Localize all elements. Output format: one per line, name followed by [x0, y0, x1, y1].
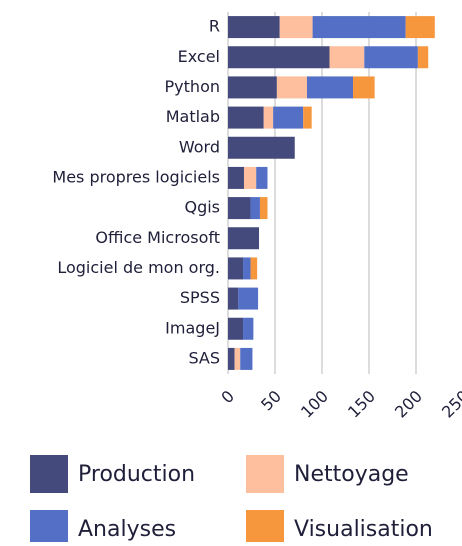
legend-swatch [246, 455, 284, 493]
bar-segment [228, 347, 235, 370]
x-tick-label: 50 [257, 387, 285, 415]
x-tick-label: 100 [297, 387, 332, 422]
bar-segment [234, 347, 241, 370]
bar-segment [279, 16, 313, 39]
bar-segment [405, 16, 435, 39]
bar-segment [256, 166, 268, 189]
bar-segment [329, 46, 365, 69]
x-tick-label: 0 [217, 387, 238, 408]
bar-segment [228, 166, 244, 189]
x-tick-label: 200 [391, 387, 426, 422]
bar-segment [303, 106, 312, 129]
bar-segment [228, 76, 277, 99]
bar-segment [243, 317, 254, 340]
bar-segment [250, 197, 260, 220]
legend-label: Visualisation [294, 517, 433, 542]
bar-segment [238, 287, 259, 310]
bar-segment [228, 46, 330, 69]
bar-segment [263, 106, 274, 129]
bar-segment [228, 227, 260, 250]
legend-label: Analyses [78, 517, 176, 542]
y-tick-label: SAS [188, 348, 220, 367]
bar-segment [417, 46, 429, 69]
bar-segment [228, 287, 239, 310]
bar-segment [306, 76, 354, 99]
bar-segment [228, 257, 244, 280]
bar-segment [240, 347, 253, 370]
y-tick-label: Python [165, 77, 220, 96]
legend-label: Production [78, 462, 195, 487]
bar-segment [228, 317, 244, 340]
bar-segment [259, 197, 268, 220]
bar-segment [228, 16, 280, 39]
bar-segment [353, 76, 375, 99]
y-tick-label: Excel [178, 47, 220, 66]
legend-swatch [30, 455, 68, 493]
y-tick-label: Office Microsoft [95, 228, 220, 247]
bar-segment [243, 166, 257, 189]
legend-label: Nettoyage [294, 462, 409, 487]
x-tick-label: 250 [438, 387, 462, 422]
bar-segment [364, 46, 418, 69]
y-tick-label: Qgis [184, 198, 220, 217]
y-tick-label: ImageJ [165, 318, 220, 337]
bar-segment [273, 106, 304, 129]
y-tick-label: Logiciel de mon org. [57, 258, 220, 277]
bar-segment [243, 257, 251, 280]
y-tick-label: Mes propres logiciels [52, 167, 220, 186]
bar-segment [228, 197, 251, 220]
bar-segment [228, 136, 295, 159]
y-tick-label: Matlab [166, 107, 220, 126]
bar-segment [276, 76, 307, 99]
legend-swatch [246, 510, 284, 546]
y-tick-label: SPSS [180, 288, 220, 307]
bar-segment [228, 106, 264, 129]
x-tick-label: 150 [344, 387, 379, 422]
bar-segment [312, 16, 406, 39]
y-tick-label: R [209, 17, 220, 36]
legend-swatch [30, 510, 68, 546]
bar-segment [250, 257, 258, 280]
y-tick-label: Word [179, 137, 220, 156]
